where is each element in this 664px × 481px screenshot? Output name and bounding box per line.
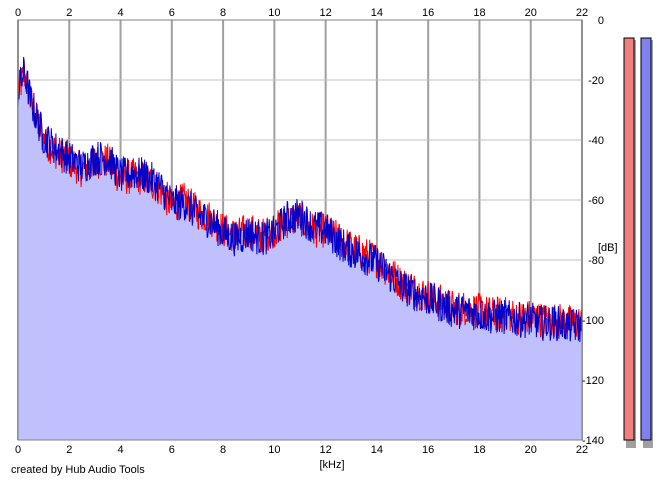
meter-bar-right xyxy=(640,37,652,441)
series-lines xyxy=(17,56,583,343)
y-tick-label: -120 xyxy=(582,375,604,387)
meter-bar-left xyxy=(623,37,635,441)
x-tick-label-bottom: 10 xyxy=(268,444,280,456)
x-tick-label-top: 18 xyxy=(473,7,485,19)
series-line-blue xyxy=(17,56,583,343)
x-tick-label-top: 16 xyxy=(422,7,434,19)
x-tick-label-top: 10 xyxy=(268,7,280,19)
y-tick-label: -60 xyxy=(588,195,604,207)
x-tick-label-top: 8 xyxy=(220,7,226,19)
x-tick-label-top: 14 xyxy=(371,7,383,19)
x-tick-label-bottom: 16 xyxy=(422,444,434,456)
x-tick-label-bottom: 6 xyxy=(169,444,175,456)
x-tick-label-bottom: 2 xyxy=(66,444,72,456)
level-meters xyxy=(623,37,653,448)
x-tick-label-bottom: 18 xyxy=(473,444,485,456)
x-tick-label-top: 4 xyxy=(117,7,123,19)
x-tick-label-top: 6 xyxy=(169,7,175,19)
x-tick-label-bottom: 12 xyxy=(320,444,332,456)
x-tick-labels-bottom: 0 2 4 6 8 10 12 14 16 18 20 22 xyxy=(15,444,588,456)
x-tick-label-bottom: 4 xyxy=(117,444,123,456)
y-tick-label: -40 xyxy=(588,135,604,147)
x-axis-label: [kHz] xyxy=(319,459,344,471)
x-tick-label-bottom: 20 xyxy=(525,444,537,456)
y-tick-label: 0 xyxy=(598,15,604,27)
x-tick-label-top: 0 xyxy=(15,7,21,19)
x-tick-label-top: 2 xyxy=(66,7,72,19)
y-tick-labels: 0 -20 -40 -60 -80 -100 -120 -140 xyxy=(582,15,604,447)
x-tick-label-top: 20 xyxy=(525,7,537,19)
x-tick-label-bottom: 0 xyxy=(15,444,21,456)
y-tick-label: -140 xyxy=(582,435,604,447)
x-tick-labels-top: 0 2 4 6 8 10 12 14 16 18 20 22 xyxy=(15,7,588,19)
x-tick-label-top: 12 xyxy=(320,7,332,19)
y-axis-label: [dB] xyxy=(598,242,618,254)
y-tick-label: -20 xyxy=(588,75,604,87)
x-tick-label-bottom: 22 xyxy=(576,444,588,456)
y-tick-label: -80 xyxy=(588,255,604,267)
x-tick-label-bottom: 8 xyxy=(220,444,226,456)
credit-text: created by Hub Audio Tools xyxy=(11,464,145,476)
y-tick-label: -100 xyxy=(582,315,604,327)
x-tick-label-top: 22 xyxy=(576,7,588,19)
spectrum-fill-area xyxy=(18,57,582,440)
x-tick-label-bottom: 14 xyxy=(371,444,383,456)
plot-frame xyxy=(17,19,583,441)
